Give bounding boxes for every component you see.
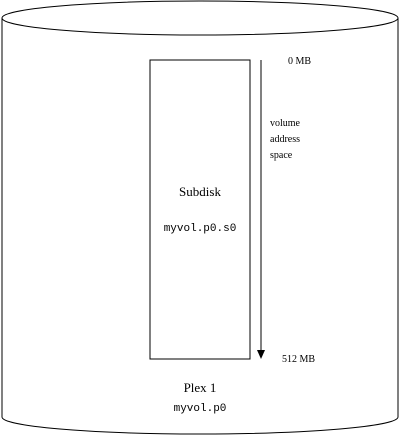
cylinder-top xyxy=(1,0,399,36)
subdisk-box xyxy=(149,59,251,360)
plex-title: Plex 1 xyxy=(184,380,217,395)
address-space-label-line-1: volume xyxy=(270,118,301,129)
plex-name: myvol.p0 xyxy=(174,403,227,415)
address-space-label-line-2: address xyxy=(270,134,300,145)
address-end-label: 512 MB xyxy=(282,354,315,365)
address-arrow-head xyxy=(257,350,265,359)
subdisk-title: Subdisk xyxy=(179,184,221,199)
address-space-arrow xyxy=(257,60,265,359)
address-start-label: 0 MB xyxy=(288,56,311,67)
address-space-label-line-3: space xyxy=(270,150,293,161)
cylinder-body xyxy=(1,18,399,435)
subdisk-name: myvol.p0.s0 xyxy=(164,223,237,235)
